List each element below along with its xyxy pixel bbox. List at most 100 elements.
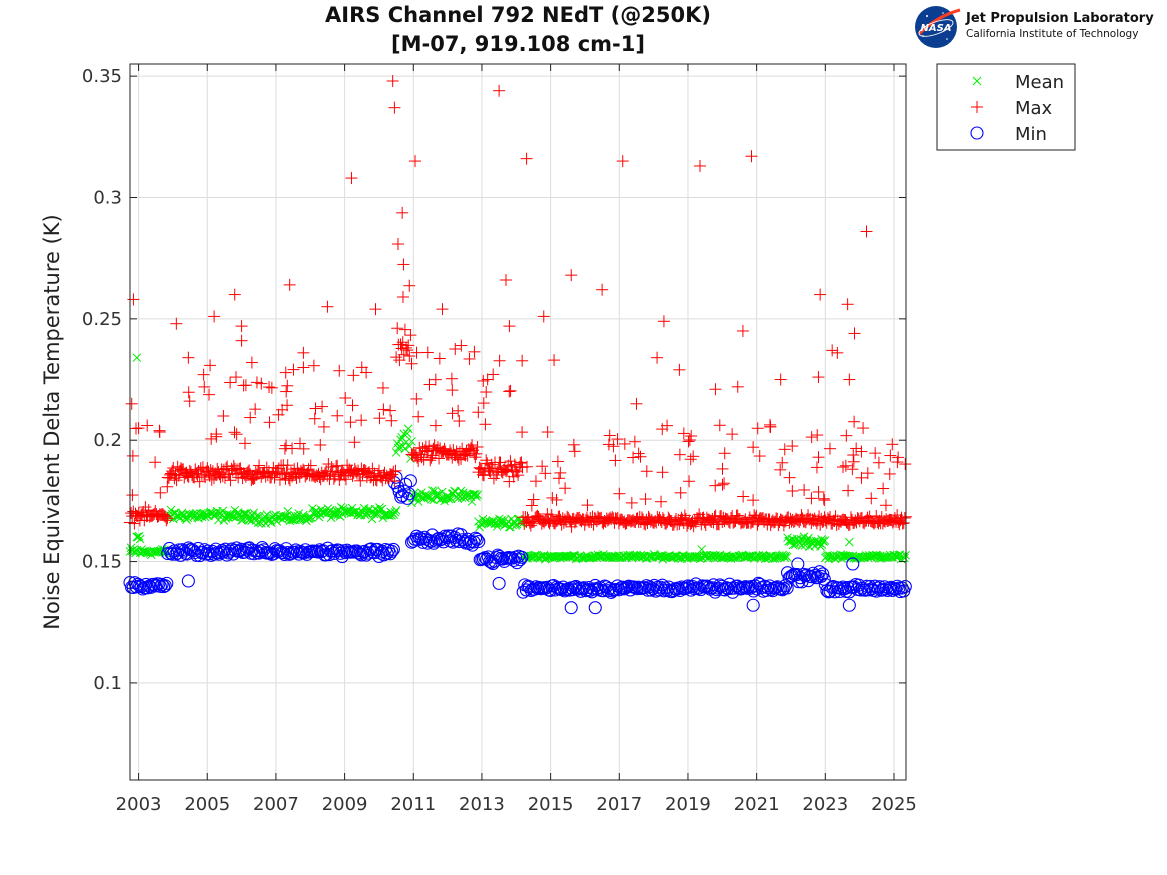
max-point — [805, 431, 818, 444]
max-point — [347, 369, 360, 382]
max-point — [656, 466, 669, 479]
max-outlier — [503, 320, 516, 333]
plot-frame — [129, 63, 907, 781]
max-outlier — [388, 101, 401, 114]
max-point — [673, 448, 686, 461]
max-point — [348, 436, 361, 449]
mean-point — [375, 503, 384, 512]
max-point — [314, 438, 327, 451]
max-point — [333, 364, 346, 377]
max-point — [359, 465, 372, 478]
max-point — [855, 471, 868, 484]
min-point — [654, 580, 668, 594]
max-point — [839, 459, 852, 472]
min-point — [515, 550, 529, 564]
mean-point — [440, 496, 449, 506]
min-point — [454, 528, 468, 542]
min-outlier — [746, 598, 760, 612]
max-point — [425, 451, 438, 464]
min-point — [814, 569, 828, 583]
max-point — [433, 352, 446, 365]
max-outlier — [693, 159, 706, 172]
max-point — [278, 442, 291, 455]
mean-series-markers — [125, 353, 910, 564]
min-point — [825, 580, 839, 594]
mean-point — [360, 510, 370, 520]
min-point — [469, 531, 483, 545]
max-point — [587, 518, 600, 531]
mean-point — [307, 513, 316, 523]
max-point — [786, 485, 799, 498]
max-point — [249, 403, 262, 416]
mean-point — [820, 536, 830, 545]
min-point — [472, 534, 486, 549]
mean-point — [760, 554, 770, 564]
max-point — [865, 492, 878, 505]
max-point — [377, 403, 390, 416]
max-point — [354, 474, 367, 487]
mean-outlier — [132, 353, 142, 363]
max-point — [224, 376, 237, 389]
max-point — [559, 482, 572, 495]
max-outlier — [745, 150, 758, 163]
max-point — [688, 514, 701, 527]
axis-ticks: 2003 2005 2007 2009 2011 2013 2015 2017 2019 2021… — [82, 64, 917, 815]
max-point — [429, 419, 442, 432]
min-point — [453, 535, 467, 549]
max-point — [308, 412, 321, 425]
max-point — [309, 402, 322, 415]
max-point — [373, 412, 386, 425]
max-point — [141, 419, 154, 432]
max-point — [870, 509, 883, 522]
max-point — [618, 437, 631, 450]
min-point — [692, 581, 706, 595]
max-point — [281, 399, 294, 412]
mean-point — [390, 507, 400, 517]
max-point — [683, 433, 696, 446]
min-point — [816, 567, 830, 581]
mean-point — [745, 551, 755, 561]
min-point — [386, 542, 400, 556]
min-point — [869, 584, 884, 598]
max-point — [279, 366, 292, 379]
min-point — [160, 576, 174, 590]
x-tick-label: 2019 — [665, 794, 711, 815]
max-point — [512, 469, 525, 482]
max-point — [153, 426, 166, 439]
min-outlier — [492, 576, 506, 590]
max-outlier — [891, 456, 904, 469]
max-point — [129, 507, 142, 520]
legend: Mean Max Min — [936, 63, 1076, 151]
max-point — [404, 329, 417, 342]
max-point — [892, 451, 905, 464]
max-point — [607, 440, 620, 453]
max-point — [446, 407, 459, 420]
mean-point — [672, 551, 682, 561]
x-tick-label: 2007 — [253, 794, 299, 815]
max-point — [487, 368, 500, 381]
max-point — [896, 517, 909, 530]
max-point — [561, 510, 574, 523]
max-outlier — [386, 74, 399, 87]
max-point — [634, 450, 647, 463]
min-point — [780, 581, 794, 595]
x-tick-label: 2005 — [184, 794, 230, 815]
max-point — [846, 463, 859, 476]
x-tick-label: 2009 — [322, 794, 368, 815]
max-point — [445, 372, 458, 385]
max-point — [245, 474, 258, 487]
max-point — [396, 206, 409, 219]
mean-point — [353, 510, 362, 520]
max-point — [290, 472, 303, 485]
max-point — [602, 438, 615, 451]
mean-point — [471, 489, 480, 499]
min-point — [234, 542, 248, 556]
mean-point — [134, 531, 144, 541]
legend-label-min: Min — [1015, 124, 1047, 145]
max-point — [272, 408, 285, 421]
max-point — [237, 379, 250, 392]
mean-point — [182, 515, 191, 525]
max-point — [899, 458, 912, 471]
max-point — [477, 397, 490, 410]
max-point — [677, 427, 690, 440]
